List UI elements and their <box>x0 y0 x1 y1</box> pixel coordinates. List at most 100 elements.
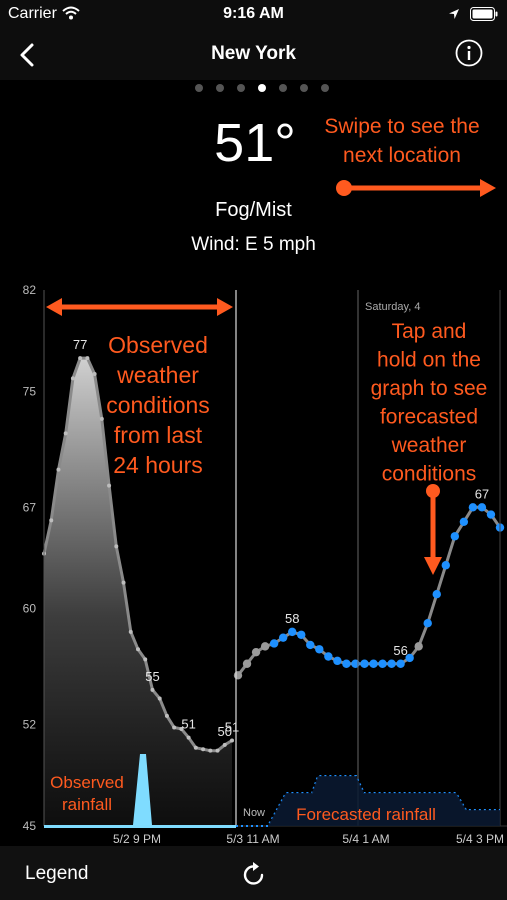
current-wind: Wind: E 5 mph <box>191 234 316 255</box>
x-tick-label: 5/2 9 PM <box>113 832 161 846</box>
forecast-point <box>306 640 315 650</box>
battery-icon <box>470 7 498 21</box>
data-point-label: 67 <box>475 486 489 501</box>
observed-point <box>121 580 126 585</box>
y-tick-label: 52 <box>23 718 37 732</box>
forecast-point <box>405 653 414 663</box>
data-point-label: 50 <box>218 724 232 739</box>
y-tick-label: 75 <box>23 384 37 398</box>
observed-point <box>107 483 112 488</box>
observed-point <box>179 726 184 731</box>
forecast-point <box>396 659 405 668</box>
page-dot[interactable] <box>258 84 266 92</box>
forecasted-rainfall-area <box>268 776 500 826</box>
refresh-icon <box>243 862 264 885</box>
observed-area <box>44 358 232 826</box>
navigation-bar: New York <box>0 30 507 80</box>
page-dot[interactable] <box>237 84 245 92</box>
forecast-point <box>423 618 432 628</box>
observed-point <box>136 647 140 652</box>
x-axis: 5/2 9 PM 5/3 11 AM 5/4 1 AM 5/4 3 PM <box>113 832 504 846</box>
observed-point <box>85 356 90 361</box>
observed-hint-line: 24 hours <box>113 452 203 478</box>
page-dot[interactable] <box>321 84 329 92</box>
forecast-points <box>233 503 505 680</box>
location-icon <box>449 9 459 19</box>
forecast-point <box>278 633 288 642</box>
observed-point <box>208 748 213 753</box>
back-button[interactable] <box>10 36 46 74</box>
data-point-label: 58 <box>285 611 299 626</box>
observed-point <box>143 657 148 662</box>
current-temperature: 51° <box>214 113 296 173</box>
observed-rainfall-label: Observed <box>50 773 124 792</box>
observed-point <box>56 467 61 472</box>
carrier-label: Carrier <box>8 5 57 22</box>
tap-hint-line: Tap and <box>392 320 467 343</box>
observed-point <box>49 518 54 523</box>
tap-hint-line: weather <box>391 434 467 457</box>
tap-arrow-icon <box>424 484 442 575</box>
forecast-point <box>450 532 460 541</box>
observed-hint-line: from last <box>114 422 203 448</box>
forecast-point <box>414 642 423 651</box>
forecast-point <box>477 503 487 512</box>
swipe-hint-line: Swipe to see the <box>324 115 480 138</box>
data-point-label: 51 <box>181 717 195 732</box>
status-bar: Carrier 9:16 AM <box>0 0 507 30</box>
day-label: Saturday, 4 <box>365 301 420 313</box>
observed-point <box>172 725 177 730</box>
tap-hint: Tap and hold on the graph to see forecasted… <box>371 320 488 486</box>
forecast-point <box>324 652 333 661</box>
swipe-hint: Swipe to see the next location <box>296 112 507 170</box>
observed-point <box>193 745 198 750</box>
forecast-point <box>441 561 450 570</box>
page-dot[interactable] <box>300 84 308 92</box>
forecast-point <box>486 510 496 519</box>
observed-point <box>150 687 155 692</box>
observed-point <box>215 748 220 753</box>
y-tick-label: 60 <box>23 602 37 616</box>
legend-button[interactable]: Legend <box>25 863 89 884</box>
forecast-point <box>251 647 261 657</box>
info-button[interactable] <box>455 39 483 67</box>
tap-hint-line: graph to see <box>371 377 488 400</box>
y-tick-label: 67 <box>23 500 37 514</box>
now-label: Now <box>243 807 265 819</box>
forecast-point <box>315 645 324 654</box>
forecast-point <box>269 639 279 648</box>
observed-point <box>201 747 206 752</box>
x-tick-label: 5/3 11 AM <box>226 832 279 846</box>
page-dot[interactable] <box>195 84 203 92</box>
forecast-point <box>342 659 351 668</box>
forecast-line <box>236 505 502 677</box>
observed-point <box>78 356 83 361</box>
forecast-point <box>432 590 441 599</box>
forecast-point <box>378 659 387 668</box>
swipe-arrow-icon <box>336 179 496 197</box>
refresh-button[interactable] <box>240 860 268 888</box>
page-indicator[interactable] <box>0 84 507 96</box>
info-icon <box>455 39 483 67</box>
forecast-point <box>288 627 297 637</box>
bottom-toolbar: Legend <box>0 846 507 900</box>
page-title: New York <box>211 43 296 64</box>
forecasted-rainfall-label: Forecasted rainfall <box>296 805 436 824</box>
observed-point <box>63 431 68 436</box>
wifi-icon <box>62 6 80 20</box>
forecast-point <box>260 642 270 651</box>
observed-range-arrow-icon <box>46 298 233 316</box>
tap-hint-line: hold on the <box>377 349 481 372</box>
data-point-label: 77 <box>73 337 87 352</box>
page-dot[interactable] <box>279 84 287 92</box>
observed-points <box>42 356 234 753</box>
data-point-label: 55 <box>145 669 159 684</box>
observed-point <box>70 376 75 381</box>
swipe-hint-line: next location <box>343 144 461 167</box>
y-tick-label: 82 <box>23 283 37 297</box>
clock: 9:16 AM <box>223 5 284 22</box>
data-point-label: 51 <box>225 720 239 735</box>
page-dot[interactable] <box>216 84 224 92</box>
